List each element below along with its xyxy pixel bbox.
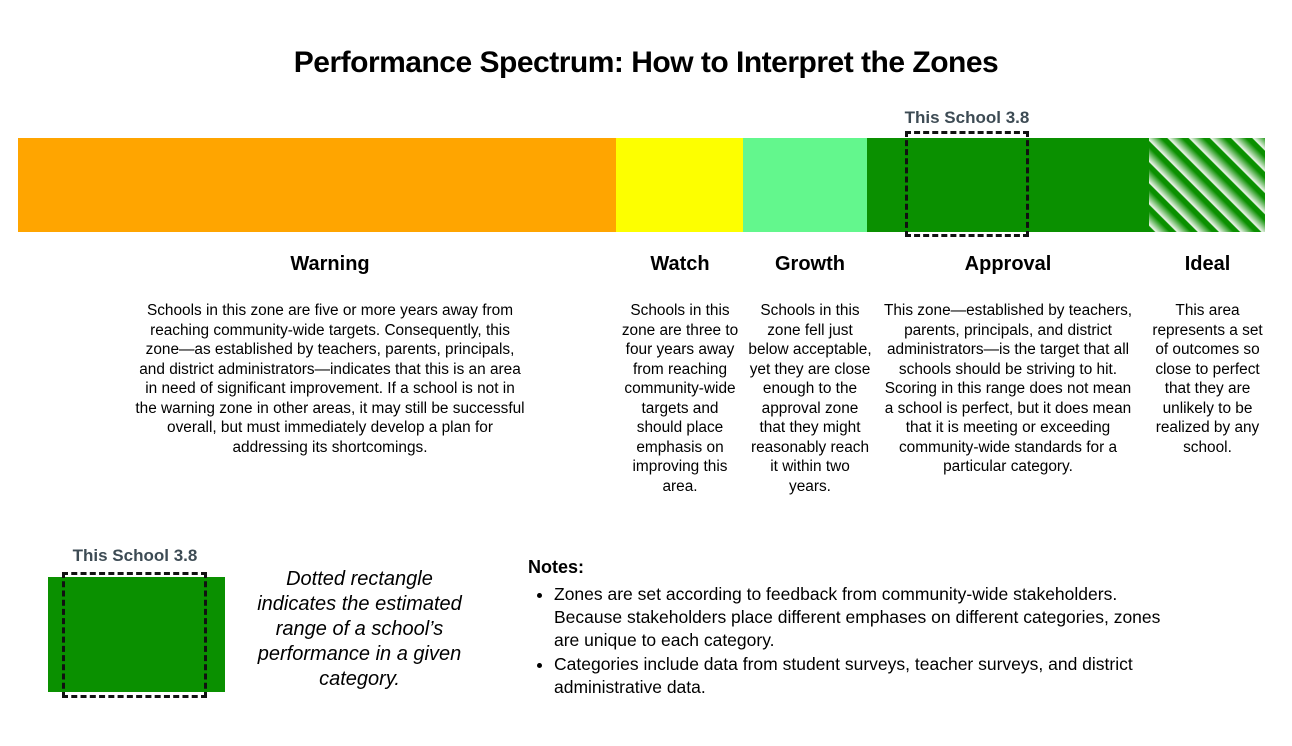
legend-green-swatch xyxy=(48,577,225,692)
zone-warning-segment xyxy=(18,138,616,232)
notes-item: Zones are set according to feedback from… xyxy=(554,583,1178,652)
zone-description-approval: This zone—established by teachers, paren… xyxy=(883,302,1133,475)
zone-description-ideal: This area represents a set of outcomes s… xyxy=(1152,302,1263,456)
zone-label-watch: Watch xyxy=(650,253,710,275)
legend-dashed-rectangle xyxy=(62,572,207,698)
zone-approval-segment xyxy=(867,138,1149,232)
zone-watch-segment xyxy=(616,138,743,232)
zone-label-growth: Growth xyxy=(775,253,845,275)
zone-description-growth: Schools in this zone fell just below acc… xyxy=(748,302,872,495)
page-title: Performance Spectrum: How to Interpret t… xyxy=(293,46,999,79)
zone-description-warning: Schools in this zone are five or more ye… xyxy=(135,302,525,456)
school-score-label-top: This School 3.8 xyxy=(904,108,1030,127)
legend-caption: Dotted rectangle indicates the estimated… xyxy=(257,568,462,690)
notes-item: Categories include data from student sur… xyxy=(554,653,1178,699)
zone-growth-segment xyxy=(743,138,867,232)
school-range-marker xyxy=(905,131,1029,237)
zone-ideal-segment xyxy=(1149,138,1265,232)
zone-description-watch: Schools in this zone are three to four y… xyxy=(621,302,739,495)
notes-section: Notes: Zones are set according to feedba… xyxy=(528,557,1188,700)
zone-label-approval: Approval xyxy=(964,253,1052,275)
spectrum-bar xyxy=(18,138,1265,232)
school-score-label-legend: This School 3.8 xyxy=(72,546,198,565)
notes-heading: Notes: xyxy=(528,557,585,577)
zone-label-warning: Warning xyxy=(290,253,370,275)
notes-list: Zones are set according to feedback from… xyxy=(554,583,1178,699)
zone-label-ideal: Ideal xyxy=(1184,253,1231,275)
